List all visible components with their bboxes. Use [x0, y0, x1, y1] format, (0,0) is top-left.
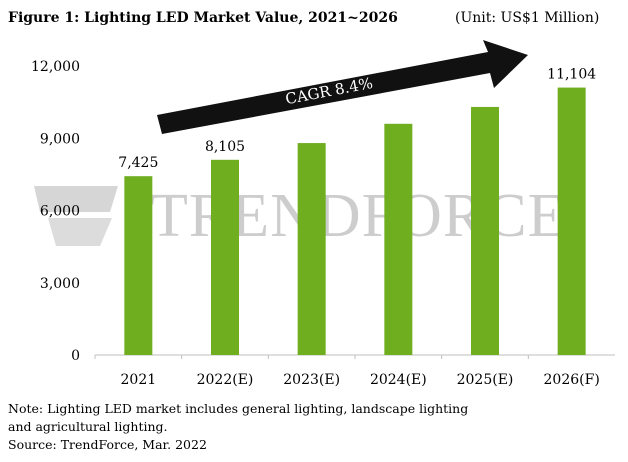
bar	[124, 176, 153, 355]
bars	[124, 87, 586, 355]
y-tick-label: 0	[71, 348, 80, 364]
y-tick-label: 6,000	[40, 204, 80, 220]
x-tick-label: 2023(E)	[283, 372, 340, 388]
x-tick-label: 2025(E)	[457, 372, 514, 388]
bar	[297, 143, 326, 355]
bar	[471, 106, 499, 355]
bar	[211, 159, 239, 355]
x-tick-label: 2021	[121, 372, 157, 388]
note-line-1: Note: Lighting LED market includes gener…	[8, 401, 468, 416]
data-labels: 7,425 8,105 11,104	[118, 67, 596, 172]
y-tick-label: 12,000	[31, 59, 80, 75]
bar	[557, 87, 586, 355]
source-line: Source: TrendForce, Mar. 2022	[8, 437, 207, 452]
x-tick-label: 2022(E)	[197, 372, 254, 388]
bar	[384, 123, 413, 355]
x-tick-label: 2024(E)	[370, 372, 427, 388]
y-tick-label: 9,000	[40, 131, 80, 147]
note-line-2: and agricultural lighting.	[8, 419, 168, 434]
cagr-label: CAGR 8.4%	[284, 74, 374, 108]
unit-label: (Unit: US$1 Million)	[455, 10, 599, 26]
bar-value-label: 8,105	[205, 139, 245, 155]
axes: 0 3,000 6,000 9,000 12,000 2021 2022(E) 2023(E)…	[31, 59, 615, 388]
chart-title: Figure 1: Lighting LED Market Value, 202…	[8, 10, 398, 26]
bar-value-label: 11,104	[547, 67, 596, 83]
x-tick-label: 2026(F)	[544, 372, 600, 388]
y-tick-label: 3,000	[40, 276, 80, 292]
bar-value-label: 7,425	[118, 155, 158, 171]
